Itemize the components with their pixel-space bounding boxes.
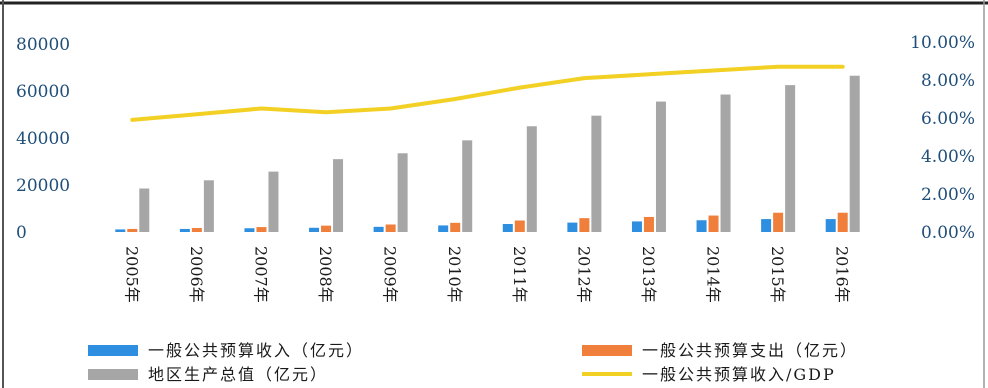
x-tick-label: 2007年 [251,246,270,303]
legend-label: 地区生产总值（亿元） [148,365,328,384]
legend-label: 一般公共预算收入/GDP [642,365,836,384]
bar-series-1 [179,228,190,232]
y-right-axis: 0.00% 2.00% 4.00% 6.00% 8.00% 10.00% [910,33,975,243]
bar-series-1 [309,227,320,232]
bar-series-2 [837,212,848,232]
y-left-tick-label: 60000 [16,82,70,102]
bar-series-1 [115,229,126,232]
x-tick-label: 2016年 [833,246,852,303]
x-tick-label: 2014年 [704,246,723,303]
y-right-tick-label: 8.00% [921,71,975,91]
bar-series-2 [256,227,267,232]
bar-series-1 [502,224,513,232]
bar-series-1 [373,226,384,232]
line-group [130,64,845,122]
x-tick-label: 2008年 [316,246,335,303]
legend-swatch [582,345,632,356]
x-tick-label: 2015年 [768,246,787,303]
bar-series-2 [514,220,525,232]
y-left-tick-label: 80000 [16,35,70,55]
line-series-ratio [130,64,845,122]
x-tick-label: 2009年 [381,246,400,303]
bar-series-3 [720,94,731,233]
bar-series-3 [139,188,150,232]
bar-series-2 [127,228,138,232]
bar-series-2 [450,222,461,232]
bars-group [115,75,860,233]
bar-series-1 [696,220,707,232]
x-tick-label: 2006年 [187,246,206,303]
bar-series-2 [708,215,719,232]
bar-series-2 [579,218,590,232]
bar-series-1 [244,228,255,232]
bar-series-3 [462,140,473,232]
bar-series-2 [385,224,396,232]
bar-series-3 [785,85,796,232]
bar-series-3 [203,180,214,232]
legend-swatch [88,369,138,380]
bar-series-3 [849,75,860,232]
bar-series-3 [591,115,602,232]
y-right-tick-label: 0.00% [921,223,975,243]
x-tick-label: 2012年 [574,246,593,303]
bar-series-2 [643,216,654,232]
x-tick-label: 2011年 [510,246,529,303]
legend-label: 一般公共预算收入（亿元） [148,341,364,360]
bar-series-3 [655,101,666,232]
y-right-tick-label: 6.00% [921,109,975,129]
bar-series-3 [333,159,344,232]
bar-series-2 [773,212,784,232]
bar-series-1 [567,222,578,232]
y-left-axis: 0 20000 40000 60000 80000 [16,35,70,243]
y-left-tick-label: 20000 [16,176,70,196]
legend-label: 一般公共预算支出（亿元） [642,341,858,360]
x-tick-label: 2010年 [445,246,464,303]
x-tick-label: 2013年 [639,246,658,303]
legend-swatch [88,345,138,356]
bar-series-2 [191,228,202,232]
y-right-tick-label: 2.00% [921,185,975,205]
bar-series-1 [761,219,772,232]
bar-series-2 [321,225,332,232]
y-left-tick-label: 40000 [16,129,70,149]
bar-series-3 [397,153,408,232]
x-tick-label: 2005年 [122,246,141,303]
y-right-tick-label: 10.00% [910,33,975,53]
y-left-tick-label: 0 [16,223,27,243]
bar-series-1 [438,225,449,232]
bar-series-1 [631,221,642,232]
x-axis: 2005年 2006年 2007年 2008年 2009年 2010年 2011年 2012年… [122,246,851,303]
legend: 一般公共预算收入（亿元） 一般公共预算支出（亿元） 地区生产总值（亿元） 一般公共预算… [88,341,858,384]
bar-series-1 [825,219,836,232]
bar-series-3 [526,126,537,232]
bar-series-3 [268,171,279,232]
y-right-tick-label: 4.00% [921,147,975,167]
